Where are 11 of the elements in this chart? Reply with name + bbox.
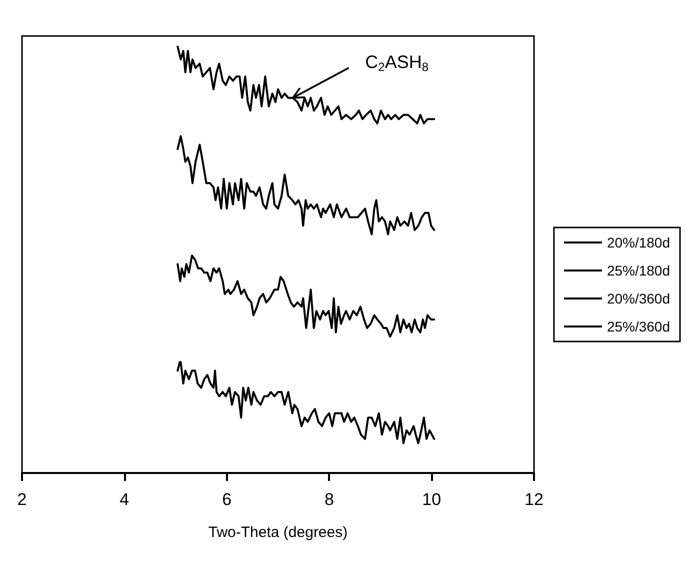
- x-axis-title: Two-Theta (degrees): [208, 524, 348, 541]
- legend-label: 20%/180d: [606, 234, 670, 250]
- legend-label: 25%/360d: [606, 318, 670, 334]
- x-tick-label: 8: [324, 490, 334, 509]
- x-tick-label: 10: [422, 490, 442, 509]
- legend-label: 25%/180d: [606, 262, 670, 278]
- x-tick-label: 2: [17, 490, 27, 509]
- x-tick-label: 12: [524, 490, 544, 509]
- x-tick-label: 4: [120, 490, 130, 509]
- x-tick-label: 6: [222, 490, 232, 509]
- legend-label: 20%/360d: [606, 290, 670, 306]
